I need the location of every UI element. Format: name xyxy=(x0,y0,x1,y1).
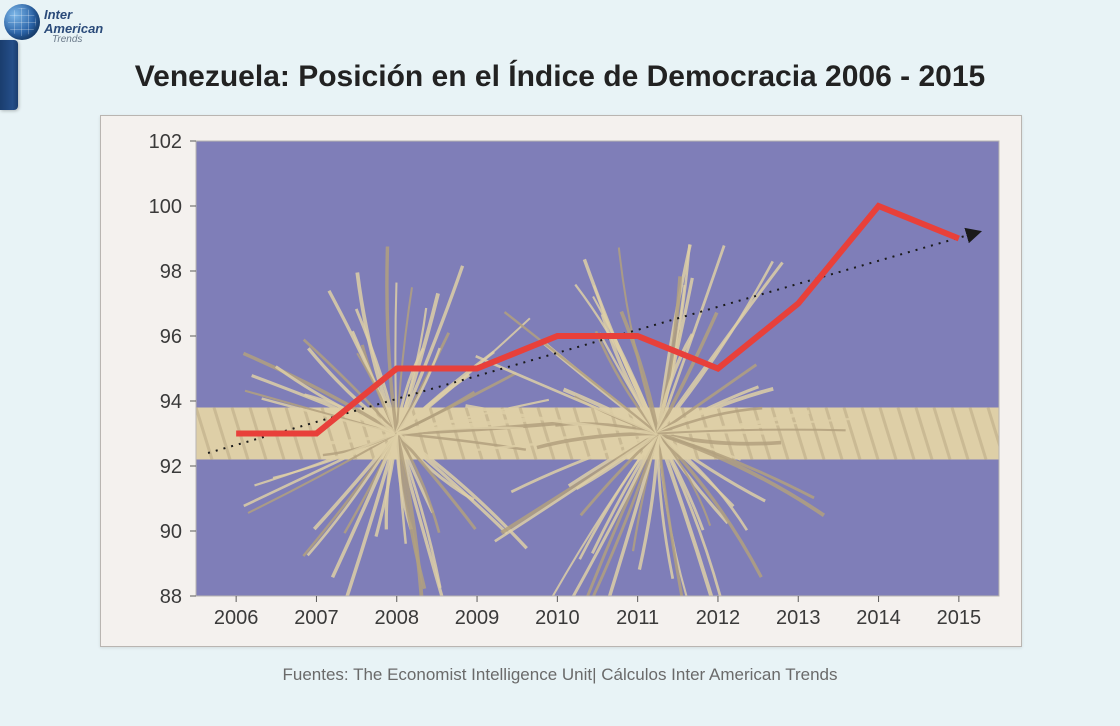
y-tick-label: 100 xyxy=(149,196,182,218)
y-tick-label: 94 xyxy=(160,391,182,413)
chart-frame: 88 90 92 94 96 98 100 102 2006 2007 2008 2009 2010 20… xyxy=(100,115,1022,647)
x-tick-label: 2013 xyxy=(776,607,821,629)
y-tick-label: 92 xyxy=(160,456,182,478)
brand-line3: Trends xyxy=(52,35,103,46)
x-tick-label: 2010 xyxy=(535,607,580,629)
x-tick-label: 2008 xyxy=(375,607,420,629)
x-tick-label: 2012 xyxy=(696,607,741,629)
plot-background-image xyxy=(196,141,1004,646)
brand-line1: Inter xyxy=(44,8,103,22)
y-tick-label: 98 xyxy=(160,261,182,283)
brand-logo-text: Inter American Trends xyxy=(44,4,103,46)
y-tick-label: 90 xyxy=(160,521,182,543)
chart-svg: 88 90 92 94 96 98 100 102 2006 2007 2008 2009 2010 20… xyxy=(101,116,1021,646)
globe-icon xyxy=(4,4,40,40)
brand-logo: Inter American Trends xyxy=(4,4,103,46)
x-tick-label: 2015 xyxy=(937,607,982,629)
x-tick-label: 2009 xyxy=(455,607,500,629)
y-tick-label: 88 xyxy=(160,586,182,608)
x-tick-label: 2006 xyxy=(214,607,259,629)
y-tick-label: 102 xyxy=(149,131,182,153)
brand-line2: American xyxy=(44,22,103,36)
chart-title: Venezuela: Posición en el Índice de Demo… xyxy=(0,60,1120,94)
x-tick-label: 2011 xyxy=(616,607,659,629)
x-tick-label: 2014 xyxy=(856,607,901,629)
y-tick-label: 96 xyxy=(160,326,182,348)
source-footnote: Fuentes: The Economist Intelligence Unit… xyxy=(0,665,1120,685)
x-tick-label: 2007 xyxy=(294,607,339,629)
